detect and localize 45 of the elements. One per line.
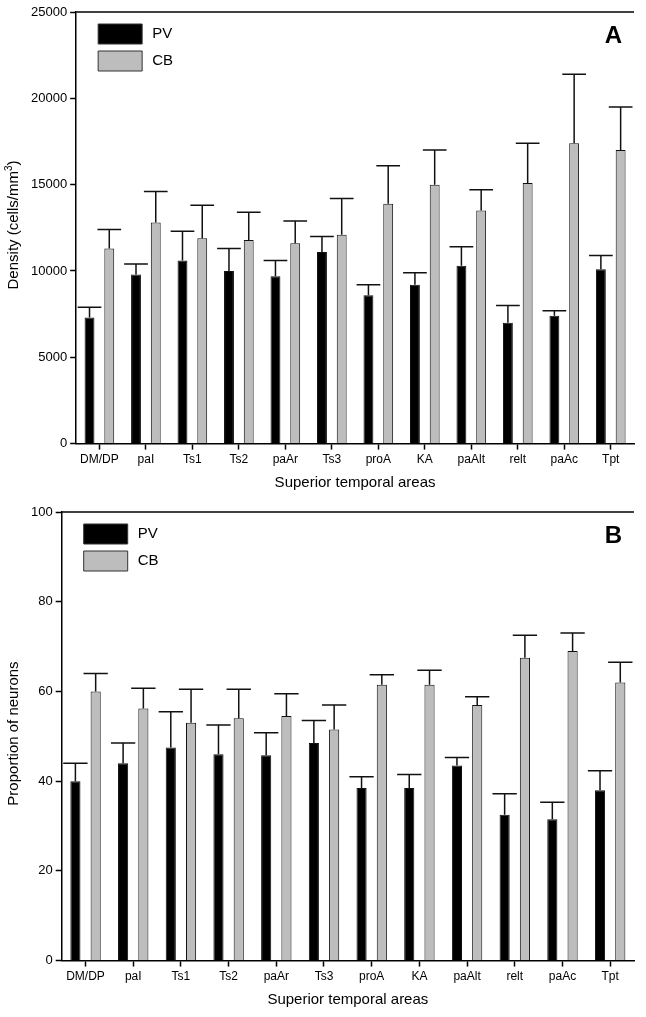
x-tick-label: paAlt	[453, 969, 482, 984]
chart-title: B	[604, 520, 622, 548]
y-axis-title: Proportion of neurons	[3, 661, 21, 806]
x-tick-label: paAc	[548, 969, 577, 984]
y-tick-label: 5000	[38, 348, 68, 364]
y-tick-label: 20	[38, 862, 53, 878]
y-tick-label: 20000	[30, 89, 68, 105]
y-tick-label: 80	[38, 593, 53, 609]
x-tick-label: DM/DP	[66, 969, 105, 984]
y-tick-label: 100	[30, 503, 53, 519]
x-tick-label: paI	[137, 452, 155, 467]
x-tick-label: relt	[506, 969, 524, 984]
legend-label: CB	[137, 551, 159, 569]
x-tick-label: relt	[509, 452, 527, 467]
x-tick-label: paAc	[550, 452, 578, 467]
legend-label: PV	[137, 524, 158, 542]
y-tick-label: 0	[59, 435, 68, 451]
x-tick-label: KA	[416, 452, 433, 467]
legend-label: PV	[152, 24, 173, 42]
x-axis-title: Superior temporal areas	[274, 473, 436, 491]
x-tick-label: Tpt	[602, 452, 621, 467]
y-tick-label: 0	[45, 952, 53, 968]
x-tick-label: Ts2	[229, 452, 249, 467]
y-tick-label: 40	[38, 772, 53, 788]
x-tick-label: DM/DP	[80, 452, 119, 467]
x-tick-label: KA	[411, 969, 428, 984]
x-tick-label: Ts1	[171, 969, 191, 984]
x-tick-label: paI	[124, 969, 142, 984]
x-tick-label: paAr	[263, 969, 289, 984]
x-tick-label: Ts3	[314, 969, 334, 984]
y-tick-label: 15000	[30, 176, 68, 192]
x-tick-label: proA	[359, 969, 385, 984]
x-tick-label: proA	[365, 452, 391, 467]
y-tick-label: 60	[38, 683, 53, 699]
chart-title: A	[604, 20, 622, 48]
x-tick-label: Ts2	[219, 969, 239, 984]
x-tick-label: paAr	[272, 452, 299, 467]
x-axis-title: Superior temporal areas	[267, 990, 429, 1008]
y-tick-label: 10000	[30, 262, 68, 278]
x-tick-label: Ts1	[183, 452, 203, 467]
x-tick-label: paAlt	[457, 452, 486, 467]
y-tick-label: 25000	[30, 3, 68, 19]
x-tick-label: Tpt	[601, 969, 620, 984]
x-tick-label: Ts3	[322, 452, 342, 467]
legend-label: CB	[152, 51, 173, 69]
